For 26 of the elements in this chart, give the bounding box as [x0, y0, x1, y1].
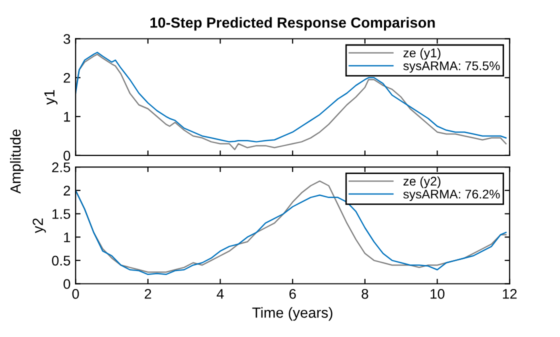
y-axis-title: y2: [32, 218, 46, 234]
y-axis-title: y1: [44, 90, 58, 105]
y-tick-label: 1: [64, 112, 70, 122]
y-tick-label: 0: [64, 150, 70, 161]
legend-label: ze (y2): [403, 176, 440, 188]
x-tick-label: 2: [144, 288, 152, 299]
y-tick-label: 0.5: [52, 256, 70, 266]
x-tick-label: 8: [362, 288, 368, 299]
x-tick-label: 6: [289, 288, 296, 299]
text: Amplitude: [10, 129, 24, 194]
chart-title: 10-Step Predicted Response Comparison: [150, 17, 435, 31]
y-tick-label: 2: [64, 186, 70, 196]
y-tick-label: 1: [64, 232, 70, 242]
x-tick-label: 0: [72, 288, 79, 299]
legend-label: ze (y1): [403, 48, 440, 60]
y-tick-label: 2: [64, 72, 70, 83]
x-tick-label: 12: [502, 288, 517, 299]
y-tick-label: 3: [64, 34, 70, 44]
legend-label: sysARMA: 76.2%: [403, 190, 500, 202]
y-tick-label: 1.5: [52, 209, 70, 219]
y-tick-label: 2.5: [52, 162, 70, 172]
x-tick-label: 4: [216, 289, 224, 299]
x-axis-title: Time (years): [252, 307, 332, 321]
y-tick-label: 0: [64, 279, 70, 289]
legend-label: sysARMA: 75.5%: [403, 61, 500, 73]
x-tick-label: 10: [430, 288, 444, 299]
